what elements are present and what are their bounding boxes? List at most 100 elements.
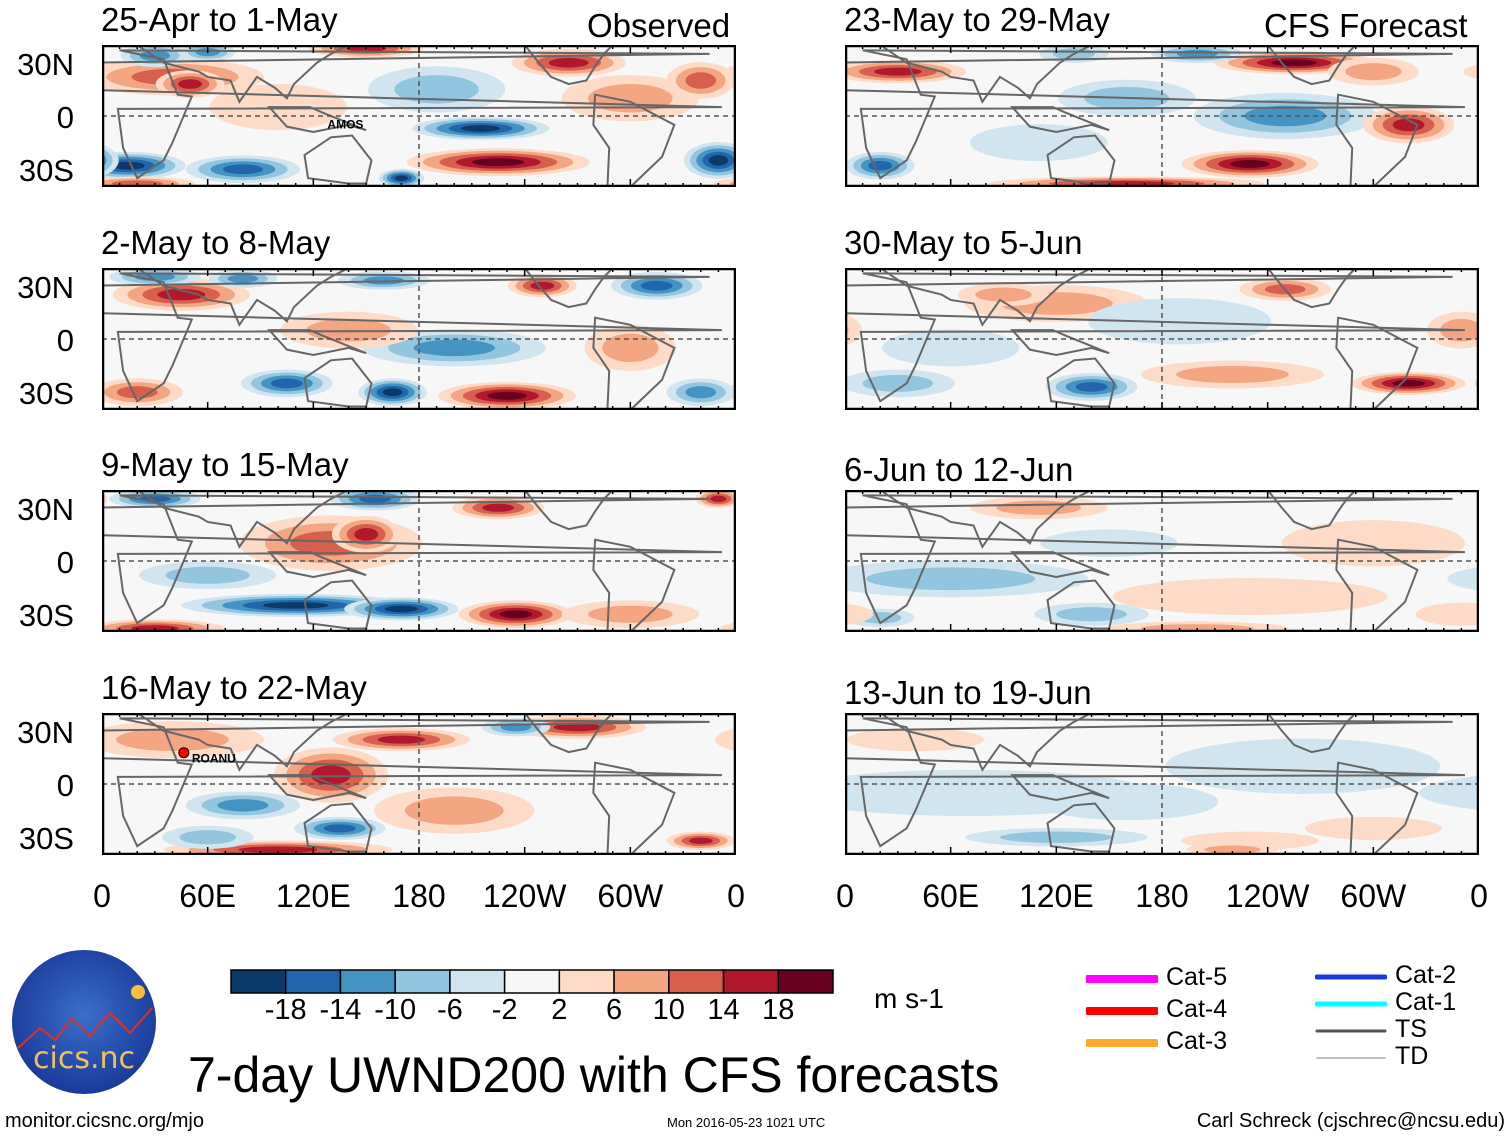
- wind-anomaly-contour: [487, 391, 527, 400]
- track-legend-label: TS: [1395, 1015, 1427, 1043]
- coastline: [592, 316, 676, 410]
- wind-anomaly-contour: [970, 124, 1108, 162]
- wind-anomaly-contour: [472, 158, 525, 167]
- wind-anomaly-contour: [708, 155, 729, 166]
- lon-label: 0: [93, 878, 111, 914]
- coastline: [1046, 357, 1116, 408]
- colorbar-swatch: [284, 969, 342, 994]
- track-legend-label: Cat-5: [1166, 963, 1228, 991]
- coastline: [102, 272, 722, 403]
- lat-label: 0: [56, 100, 74, 135]
- wind-anomaly-contour: [482, 503, 515, 512]
- wind-anomaly-contour: [710, 495, 727, 503]
- footer-author: Carl Schreck (cjschrec@ncsu.edu): [1196, 1110, 1505, 1132]
- wind-anomaly-contour: [461, 125, 501, 132]
- lon-label: 60W: [1340, 878, 1407, 914]
- wind-anomaly-contour: [640, 280, 673, 291]
- coastline: [102, 494, 722, 625]
- map-panel: [102, 268, 736, 410]
- track-legend-line: [1086, 1007, 1158, 1015]
- wind-anomaly-contour: [306, 318, 391, 342]
- coastline: [303, 134, 373, 185]
- wind-anomaly-contour: [862, 374, 934, 392]
- lon-label: 60W: [597, 878, 664, 914]
- colorbar-swatch: [449, 969, 506, 994]
- wind-anomaly-contour: [1281, 520, 1465, 567]
- lon-label: 120E: [1018, 878, 1094, 914]
- lon-label: 180: [392, 878, 446, 914]
- wind-anomaly-contour: [602, 333, 659, 363]
- panel-title: 30-May to 5-Jun: [844, 224, 1083, 261]
- lat-label: 0: [56, 545, 74, 580]
- wind-anomaly-contour: [1088, 298, 1272, 345]
- map-panel: [102, 490, 736, 632]
- colorbar-label: 2: [551, 994, 568, 1026]
- colorbar-swatch: [394, 969, 451, 994]
- coastline: [523, 45, 615, 86]
- wind-anomaly-contour: [1035, 783, 1219, 821]
- coastline: [267, 551, 367, 578]
- coastline: [845, 494, 1465, 625]
- track-legend-label: Cat-2: [1395, 961, 1457, 989]
- panel-title: 2-May to 8-May: [101, 224, 331, 261]
- lon-label: 0: [1470, 878, 1488, 914]
- coastline: [102, 49, 722, 180]
- wind-anomaly-contour: [112, 161, 145, 170]
- wind-anomaly-contour: [382, 388, 403, 397]
- track-legend-label: Cat-4: [1166, 995, 1228, 1023]
- colorbar-swatch: [503, 969, 561, 994]
- map-panel: ROANU: [102, 713, 736, 855]
- wind-anomaly-contour: [588, 605, 673, 623]
- track-legend-label: Cat-3: [1166, 1027, 1228, 1055]
- wind-anomaly-contour: [1392, 380, 1425, 387]
- coastline: [845, 272, 1465, 403]
- colorbar-label: -10: [374, 994, 417, 1026]
- coastline: [303, 357, 373, 408]
- wind-anomaly-contour: [714, 727, 736, 752]
- colorbar-swatch: [230, 969, 287, 994]
- lat-label: 30S: [18, 376, 74, 411]
- lat-label: 30S: [18, 598, 74, 633]
- coastline: [267, 106, 367, 133]
- coastline: [267, 774, 367, 801]
- storm-label: AMOS: [327, 117, 363, 131]
- coastline: [523, 713, 615, 754]
- lat-label: 30N: [17, 492, 74, 527]
- wind-anomaly-contour: [178, 79, 203, 89]
- wind-anomaly-contour: [354, 527, 379, 541]
- wind-anomaly-contour: [179, 830, 236, 845]
- wind-anomaly-contour: [263, 602, 329, 609]
- wind-anomaly-contour: [1244, 105, 1326, 127]
- column-label-forecast: CFS Forecast: [1264, 7, 1468, 44]
- lat-label: 0: [56, 768, 74, 803]
- wind-anomaly-contour: [1165, 738, 1441, 794]
- colorbar-label: -18: [264, 994, 307, 1026]
- wind-anomaly-contour: [714, 177, 736, 187]
- coastline: [845, 717, 1465, 848]
- column-label-observed: Observed: [587, 7, 731, 44]
- lat-label: 30N: [17, 47, 74, 82]
- wind-anomaly-contour: [102, 148, 113, 173]
- coastline: [1046, 579, 1116, 630]
- wind-anomaly-contour: [1415, 602, 1479, 626]
- lat-label: 30N: [17, 715, 74, 750]
- wind-anomaly-contour: [873, 67, 922, 76]
- coastline: [845, 49, 1465, 180]
- wind-anomaly-contour: [685, 386, 717, 399]
- panel-title: 9-May to 15-May: [101, 446, 349, 483]
- colorbar-label: 18: [762, 994, 795, 1026]
- wind-anomaly-contour: [845, 603, 874, 625]
- wind-anomaly-contour: [222, 164, 263, 175]
- panel-title: 6-Jun to 12-Jun: [844, 451, 1074, 488]
- lon-label: 60E: [179, 878, 237, 914]
- wind-anomaly-contour: [720, 622, 736, 632]
- coastline: [523, 490, 615, 531]
- coastline: [592, 538, 676, 632]
- wind-anomaly-contour: [688, 837, 713, 845]
- colorbar-label: 10: [652, 994, 685, 1026]
- wind-anomaly-contour: [227, 274, 259, 283]
- lon-label: 0: [836, 878, 854, 914]
- coastline: [592, 93, 676, 187]
- wind-anomaly-contour: [1176, 365, 1289, 384]
- panel-title: 16-May to 22-May: [101, 669, 367, 706]
